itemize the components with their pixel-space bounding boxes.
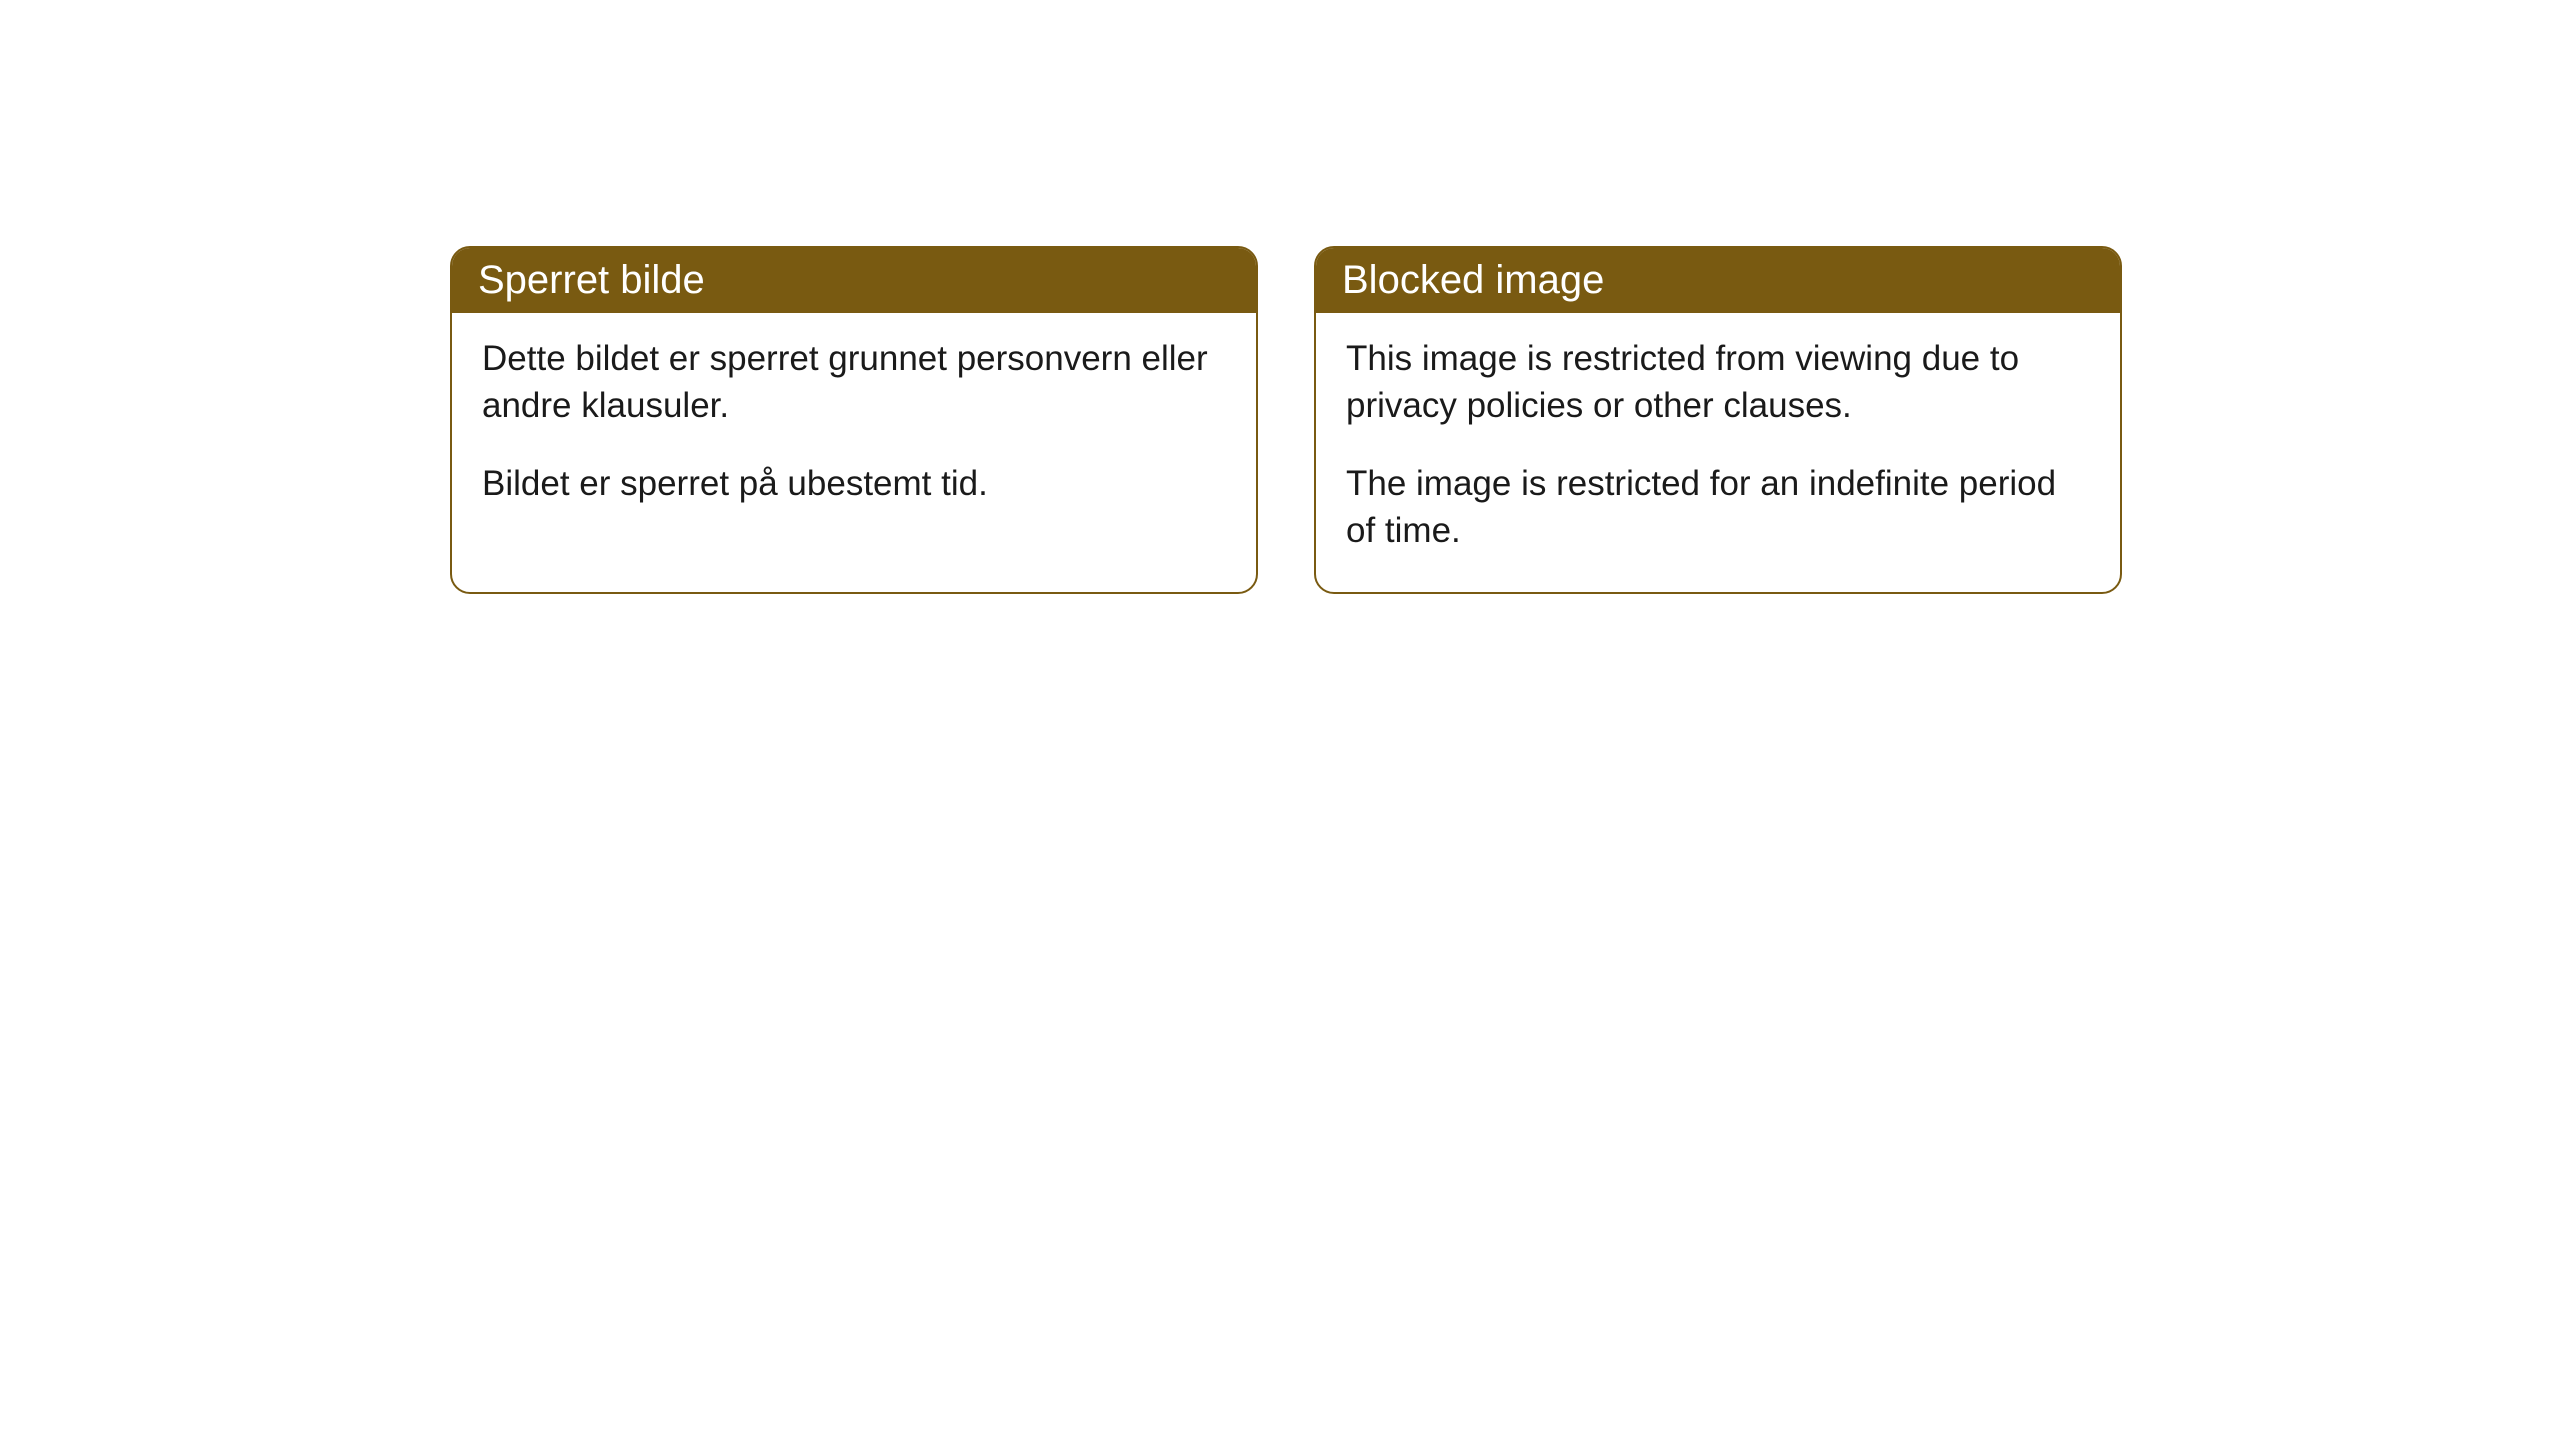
cards-container: Sperret bilde Dette bildet er sperret gr…	[0, 0, 2560, 594]
card-body-norwegian: Dette bildet er sperret grunnet personve…	[452, 313, 1256, 545]
card-body-english: This image is restricted from viewing du…	[1316, 313, 2120, 592]
card-header-norwegian: Sperret bilde	[452, 248, 1256, 313]
card-english: Blocked image This image is restricted f…	[1314, 246, 2122, 594]
card-paragraph-1: Dette bildet er sperret grunnet personve…	[482, 335, 1226, 430]
card-header-english: Blocked image	[1316, 248, 2120, 313]
card-paragraph-2: The image is restricted for an indefinit…	[1346, 460, 2090, 555]
card-norwegian: Sperret bilde Dette bildet er sperret gr…	[450, 246, 1258, 594]
card-paragraph-1: This image is restricted from viewing du…	[1346, 335, 2090, 430]
card-paragraph-2: Bildet er sperret på ubestemt tid.	[482, 460, 1226, 507]
